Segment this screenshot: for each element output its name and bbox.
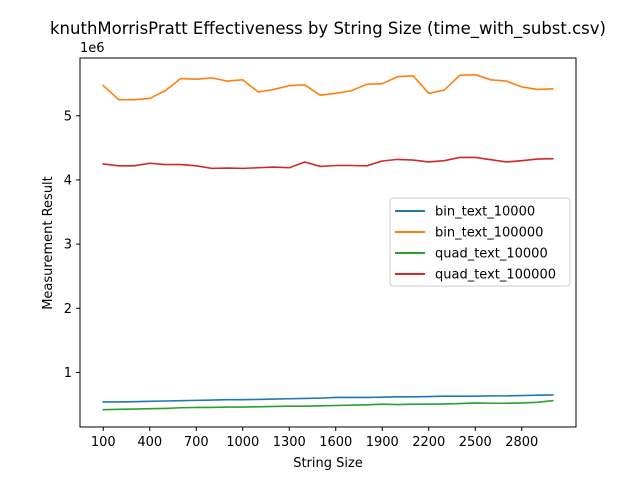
x-axis-ticks: 100 400 700 1000 1300 1600 1900 2200 2500 2800 <box>91 427 538 450</box>
y-axis-label: Measurement Result <box>41 176 56 310</box>
y-tick-label: 4 <box>64 173 72 188</box>
axes-frame <box>79 57 577 428</box>
x-tick-label: 1300 <box>273 435 306 450</box>
y-tick-label: 1 <box>64 366 72 381</box>
x-axis-label: String Size <box>293 456 363 471</box>
series-lines <box>102 73 554 411</box>
y-tick-label: 5 <box>64 109 72 124</box>
plot-area <box>102 73 554 411</box>
x-tick-label: 1600 <box>319 435 352 450</box>
legend-box <box>389 197 571 287</box>
x-tick-label: 400 <box>137 435 162 450</box>
y-axis-ticks: 1 2 3 4 5 <box>64 109 80 381</box>
series-line-quad_text_10000 <box>102 399 554 411</box>
series-line-quad_text_100000 <box>102 156 554 170</box>
y-tick-label: 3 <box>64 238 72 253</box>
x-tick-label: 1900 <box>366 435 399 450</box>
legend-items: bin_text_10000 bin_text_100000 quad_text_1… <box>395 205 556 283</box>
series-line-bin_text_100000 <box>102 73 554 101</box>
y-tick-label: 2 <box>64 302 72 317</box>
legend-label: bin_text_100000 <box>435 226 543 241</box>
x-tick-label: 1000 <box>226 435 259 450</box>
x-tick-label: 100 <box>91 435 116 450</box>
legend-label: quad_text_10000 <box>435 247 548 262</box>
legend-label: quad_text_100000 <box>435 268 556 283</box>
series-line-bin_text_10000 <box>102 394 554 403</box>
x-tick-label: 700 <box>184 435 209 450</box>
x-tick-label: 2800 <box>505 435 538 450</box>
legend: bin_text_10000 bin_text_100000 quad_text_1… <box>389 197 571 287</box>
x-tick-label: 2200 <box>412 435 445 450</box>
legend-label: bin_text_10000 <box>435 205 535 220</box>
y-multiplier-label: 1e6 <box>80 41 105 56</box>
chart-title: knuthMorrisPratt Effectiveness by String… <box>50 19 606 39</box>
x-tick-label: 2500 <box>459 435 492 450</box>
